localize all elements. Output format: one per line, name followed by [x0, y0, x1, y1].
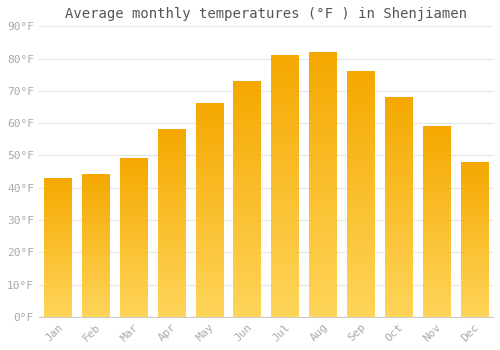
- Title: Average monthly temperatures (°F ) in Shenjiamen: Average monthly temperatures (°F ) in Sh…: [65, 7, 467, 21]
